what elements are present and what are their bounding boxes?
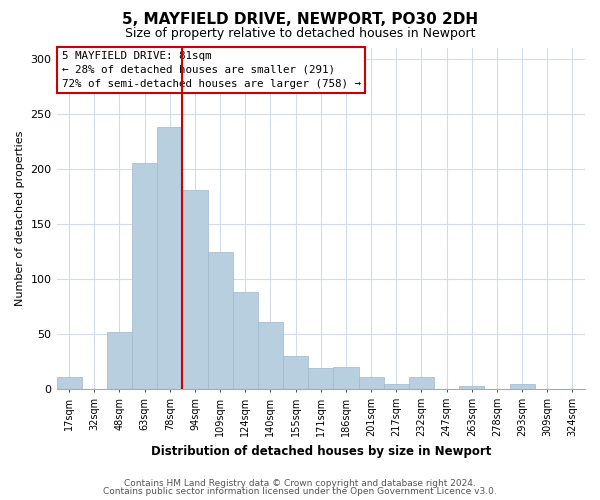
Bar [208, 252, 233, 389]
Bar [132, 163, 157, 389]
Bar [383, 384, 409, 389]
Text: Contains public sector information licensed under the Open Government Licence v3: Contains public sector information licen… [103, 487, 497, 496]
Bar [359, 377, 383, 389]
Bar [157, 127, 182, 389]
Bar [334, 367, 359, 389]
Text: 5 MAYFIELD DRIVE: 81sqm
← 28% of detached houses are smaller (291)
72% of semi-d: 5 MAYFIELD DRIVE: 81sqm ← 28% of detache… [62, 51, 361, 89]
Bar [182, 190, 208, 389]
Bar [56, 377, 82, 389]
Y-axis label: Number of detached properties: Number of detached properties [15, 130, 25, 306]
Text: Contains HM Land Registry data © Crown copyright and database right 2024.: Contains HM Land Registry data © Crown c… [124, 478, 476, 488]
Bar [409, 377, 434, 389]
Bar [509, 384, 535, 389]
X-axis label: Distribution of detached houses by size in Newport: Distribution of detached houses by size … [151, 444, 491, 458]
Bar [258, 322, 283, 389]
Bar [308, 368, 334, 389]
Bar [459, 386, 484, 389]
Text: 5, MAYFIELD DRIVE, NEWPORT, PO30 2DH: 5, MAYFIELD DRIVE, NEWPORT, PO30 2DH [122, 12, 478, 28]
Text: Size of property relative to detached houses in Newport: Size of property relative to detached ho… [125, 28, 475, 40]
Bar [107, 332, 132, 389]
Bar [283, 356, 308, 389]
Bar [233, 292, 258, 389]
